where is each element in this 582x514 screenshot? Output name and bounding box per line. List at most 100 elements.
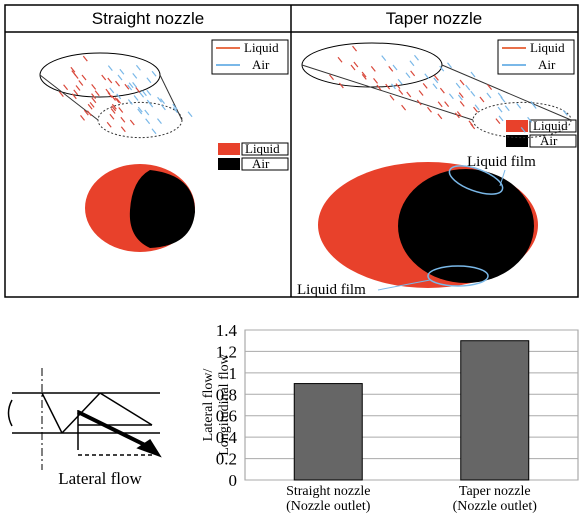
flow-vector	[374, 78, 378, 83]
legend-label: Air	[540, 133, 558, 148]
flow-vector	[438, 102, 442, 107]
flow-vector	[128, 99, 132, 104]
flow-vector	[121, 117, 125, 122]
flow-vector	[389, 66, 393, 71]
flow-vector	[456, 83, 460, 88]
y-tick-label: 0.2	[216, 450, 237, 469]
flow-vector	[445, 102, 449, 107]
flow-vector	[382, 56, 386, 61]
legend-label: Liquid	[245, 141, 280, 156]
flow-vector	[108, 78, 112, 83]
panel-title: Straight nozzle	[92, 9, 204, 28]
flow-vector	[152, 129, 156, 134]
flow-vector	[402, 105, 406, 110]
flow-vector	[563, 110, 567, 115]
flow-vector	[448, 63, 452, 68]
flow-vector	[393, 65, 397, 70]
legend-swatch	[218, 143, 240, 155]
flow-vector	[438, 114, 442, 119]
flow-vector	[82, 75, 86, 80]
bar	[294, 384, 362, 480]
flow-vector	[407, 92, 411, 97]
flow-vector	[449, 94, 453, 99]
flow-vector	[466, 85, 470, 90]
flow-vector	[102, 75, 106, 80]
legend-label: Air	[252, 156, 270, 171]
y-tick-label: 1.2	[216, 342, 237, 361]
flow-vector	[471, 72, 475, 77]
flow-vector	[108, 66, 112, 71]
flow-vector	[499, 116, 503, 121]
flow-vector	[425, 74, 429, 79]
flow-vector	[110, 114, 114, 119]
flow-vector	[480, 97, 484, 102]
legend-swatch	[506, 135, 528, 147]
y-tick-label: 1.4	[216, 321, 238, 340]
x-tick-label: Taper nozzle	[459, 484, 531, 499]
annotation: Liquid film	[297, 282, 366, 298]
flow-vector	[107, 122, 111, 127]
panel-title: Taper nozzle	[386, 9, 482, 28]
flow-vector	[95, 91, 99, 96]
flow-vector	[133, 82, 137, 87]
flow-vector	[414, 55, 418, 60]
flow-vector	[460, 101, 464, 106]
nozzle-outline	[98, 102, 182, 137]
flow-vector	[120, 69, 124, 74]
figure: Straight nozzle Taper nozzle Liquid Air …	[0, 0, 582, 514]
flow-vector	[147, 90, 151, 95]
flow-vector	[411, 71, 415, 76]
nozzle-outline	[302, 43, 442, 87]
legend-swatch	[506, 120, 528, 132]
legend-swatch	[218, 158, 240, 170]
flow-vector	[498, 93, 502, 98]
flow-vector	[498, 107, 502, 112]
flow-vector	[116, 81, 120, 86]
flow-vector	[118, 75, 122, 80]
x-tick-note: (Nozzle outlet)	[453, 499, 538, 514]
air-section	[130, 170, 195, 248]
nozzle-outline	[302, 65, 473, 120]
diagram-label: Lateral flow	[58, 469, 142, 488]
flow-vector	[399, 89, 403, 94]
flow-vector	[188, 112, 192, 117]
flow-vector	[371, 66, 375, 71]
flow-vector	[517, 103, 521, 108]
flow-vector	[354, 62, 358, 67]
legend-label: Air	[252, 57, 270, 72]
flow-vector	[76, 86, 80, 91]
flow-vector	[64, 85, 68, 90]
flow-vector	[74, 74, 78, 79]
y-axis-label: Lateral flow/	[201, 369, 216, 442]
flow-vector	[119, 107, 123, 112]
flow-vector	[410, 61, 414, 66]
flow-vector	[136, 65, 140, 70]
flow-vector	[390, 95, 394, 100]
bar-chart: Lateral flow/ Longitudinal flow 00.20.40…	[201, 321, 578, 514]
flow-vector	[505, 106, 509, 111]
y-tick-label: 0.8	[216, 385, 237, 404]
flow-vector	[460, 80, 464, 85]
flow-vector	[146, 119, 150, 124]
flow-vector	[140, 92, 144, 97]
flow-vector	[92, 84, 96, 89]
flow-vector	[427, 107, 431, 112]
flow-vector	[147, 78, 151, 83]
flow-vector	[351, 65, 355, 70]
flow-vector	[130, 120, 134, 125]
flow-vector	[338, 57, 342, 62]
flow-vector	[121, 127, 125, 132]
flow-vector	[142, 91, 146, 96]
flow-vector	[74, 90, 78, 95]
y-tick-label: 1	[229, 364, 238, 383]
flow-vector	[152, 71, 156, 76]
vector-field	[40, 43, 571, 138]
x-tick-label: Straight nozzle	[286, 484, 370, 499]
legend-label: Liquid	[244, 40, 279, 55]
flow-vector	[406, 73, 410, 78]
flow-diagram	[9, 368, 161, 470]
flow-vector	[398, 79, 402, 84]
flow-vector	[496, 119, 500, 124]
flow-vector	[353, 46, 357, 51]
annotation: Liquid film	[467, 154, 536, 170]
